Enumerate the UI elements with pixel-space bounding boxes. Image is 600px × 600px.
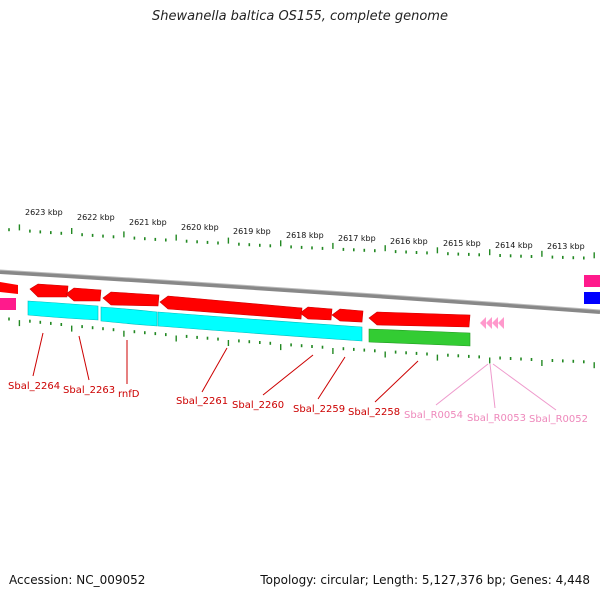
gene-label[interactable]: Sbal_R0053 (467, 413, 526, 424)
gene-label[interactable]: Sbal_2264 (8, 381, 60, 392)
cds-block[interactable] (157, 311, 363, 342)
feature-block-magenta[interactable] (0, 298, 16, 310)
scale-ruler-bottom (8, 317, 595, 369)
gene-arrow[interactable] (65, 287, 102, 302)
gene-arrow[interactable] (368, 311, 471, 328)
rna-block-green[interactable] (368, 328, 471, 347)
cds-track-cyan (27, 300, 363, 342)
scale-label: 2615 kbp (443, 239, 481, 248)
cds-block[interactable] (100, 306, 158, 327)
gene-label[interactable]: Sbal_R0054 (404, 410, 463, 421)
feature-block-blue[interactable] (584, 292, 600, 304)
gene-arrow[interactable] (102, 291, 160, 307)
gene-track-red (29, 283, 471, 328)
scale-label: 2622 kbp (77, 213, 115, 222)
scale-label: 2623 kbp (25, 208, 63, 217)
gene-label[interactable]: Sbal_2261 (176, 396, 228, 407)
scale-ruler-top (8, 224, 595, 260)
label-leaders (32, 332, 557, 411)
rna-arrow[interactable] (498, 317, 504, 329)
gene-arrow[interactable] (29, 283, 69, 298)
accession-label: Accession: NC_009052 (9, 573, 146, 587)
gene-labels: Sbal_2264 Sbal_2263 rnfD Sbal_2261 Sbal_… (8, 381, 588, 425)
scale-label: 2620 kbp (181, 223, 219, 232)
scale-label: 2614 kbp (495, 241, 533, 250)
rna-arrow[interactable] (486, 317, 492, 329)
gene-label[interactable]: Sbal_R0052 (529, 414, 588, 425)
genome-backbone (0, 270, 600, 314)
scale-label: 2617 kbp (338, 234, 376, 243)
gene-label[interactable]: rnfD (118, 389, 140, 400)
rna-arrow[interactable] (480, 317, 486, 329)
scale-label: 2621 kbp (129, 218, 167, 227)
gene-label[interactable]: Sbal_2260 (232, 400, 284, 411)
map-title: Shewanella baltica OS155, complete genom… (152, 9, 448, 24)
cds-block[interactable] (27, 300, 99, 321)
gene-arrow[interactable] (0, 282, 18, 294)
gene-arrow[interactable] (331, 308, 364, 323)
gene-label[interactable]: Sbal_2258 (348, 407, 400, 418)
gene-label[interactable]: Sbal_2259 (293, 404, 345, 415)
scale-label: 2616 kbp (390, 237, 428, 246)
rna-arrow[interactable] (492, 317, 498, 329)
gene-arrow[interactable] (299, 306, 333, 321)
genome-summary: Topology: circular; Length: 5,127,376 bp… (260, 573, 590, 587)
scale-label: 2619 kbp (233, 227, 271, 236)
gene-label[interactable]: Sbal_2263 (63, 385, 115, 396)
scale-label: 2613 kbp (547, 242, 585, 251)
scale-label: 2618 kbp (286, 231, 324, 240)
feature-block-magenta[interactable] (584, 275, 600, 287)
rna-arrows-pink (480, 317, 504, 329)
scale-labels: 2623 kbp 2622 kbp 2621 kbp 2620 kbp 2619… (25, 208, 585, 251)
